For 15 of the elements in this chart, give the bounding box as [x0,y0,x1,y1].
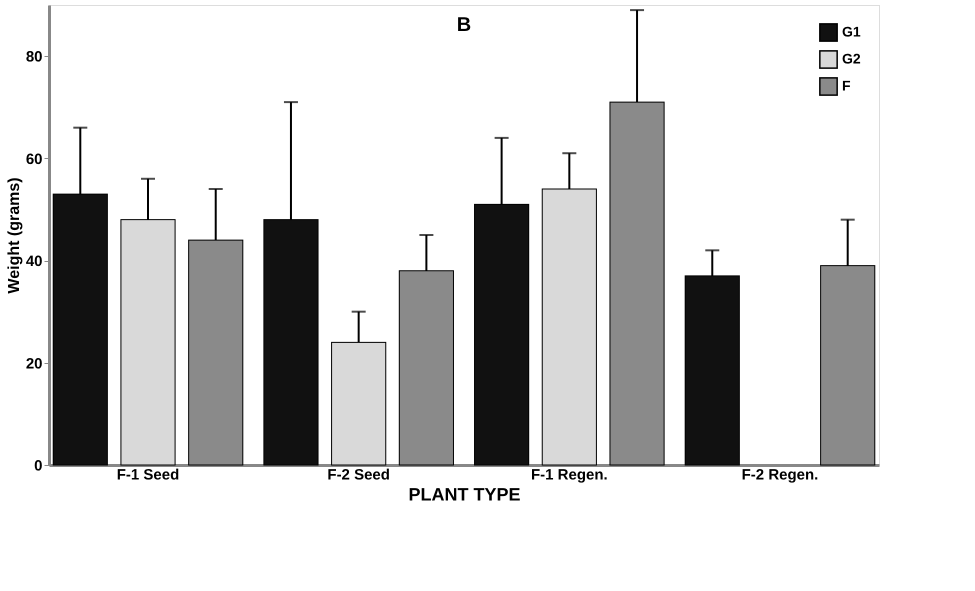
x-tick-label: F-2 Regen. [742,466,818,484]
legend-label: G2 [842,50,861,66]
y-tick-label: 40 [26,253,42,270]
x-tick-label: F-2 Seed [327,466,390,484]
y-axis-title: Weight (grams) [6,177,23,294]
legend-label: F [842,78,851,94]
y-tick-label: 20 [26,355,42,372]
x-axis-title: PLANT TYPE [408,484,521,504]
y-tick-label: 60 [26,150,42,168]
legend-label: G1 [842,24,861,40]
y-tick-label: 80 [26,48,42,66]
chart-title: B [456,14,472,36]
x-tick-label: F-1 Regen. [530,466,608,484]
x-tick-label: F-1 Seed [116,466,180,484]
y-tick-label: 0 [34,458,42,474]
